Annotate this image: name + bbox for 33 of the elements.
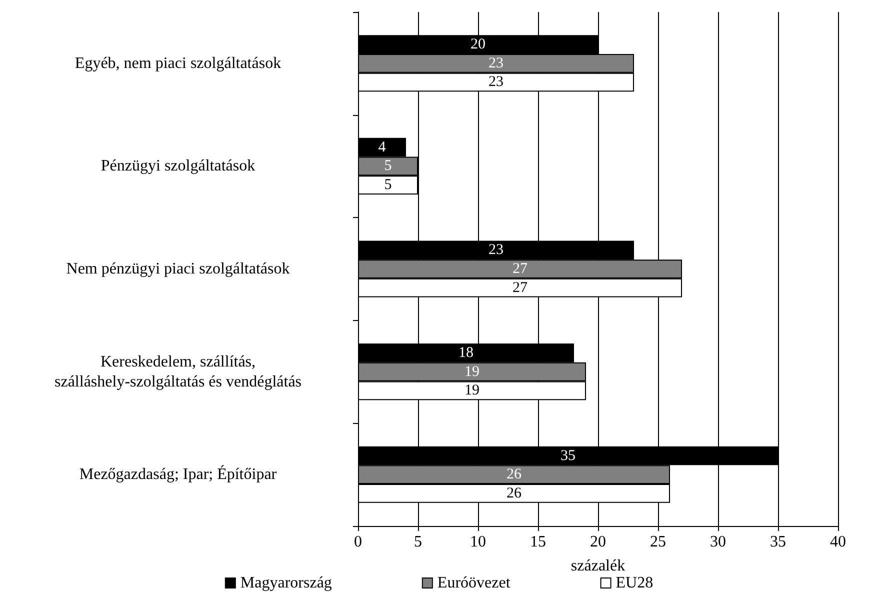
- y-tick-label: Pénzügyi szolgáltatások: [100, 158, 256, 175]
- x-tick-label: 10: [470, 534, 486, 550]
- y-tick-label: Egyéb, nem piaci szolgáltatások: [74, 54, 282, 72]
- x-tick-label: 30: [710, 534, 726, 550]
- data-label: 19: [464, 364, 480, 380]
- x-tick-label: 35: [770, 534, 786, 550]
- data-label: 35: [560, 448, 576, 464]
- data-label: 23: [488, 74, 504, 90]
- x-tick-label: 25: [650, 534, 666, 550]
- data-label: 26: [506, 485, 522, 502]
- x-tick-label: 20: [590, 534, 606, 550]
- legend-label: Euróövezet: [437, 574, 511, 592]
- x-axis-title: százalék: [570, 558, 626, 574]
- y-tick-label: Kereskedelem, szállítás, szálláshely-szolgáltatás és vendéglátás: [54, 353, 302, 390]
- data-label: 26: [506, 466, 522, 483]
- data-label: 5: [384, 177, 392, 194]
- y-tick-label: Mezőgazdaság; Ipar; Építőipar: [79, 465, 278, 484]
- data-label: 23: [488, 55, 504, 72]
- legend-label: Magyarország: [240, 574, 332, 592]
- x-tick-label: 40: [830, 534, 846, 550]
- data-label: 18: [458, 344, 474, 361]
- data-label: 20: [470, 36, 486, 53]
- x-tick-label: 5: [414, 534, 422, 550]
- data-label: 23: [488, 242, 504, 258]
- data-label: 5: [384, 158, 392, 174]
- x-tick-label: 15: [530, 534, 546, 550]
- data-label: 19: [464, 382, 480, 399]
- x-tick-label: 0: [354, 534, 362, 550]
- data-label: 27: [512, 261, 528, 277]
- legend-label: EU28: [616, 574, 654, 592]
- data-label: 4: [378, 139, 386, 156]
- y-tick-label: Nem pénzügyi piaci szolgáltatások: [66, 260, 290, 278]
- data-label: 27: [512, 280, 528, 296]
